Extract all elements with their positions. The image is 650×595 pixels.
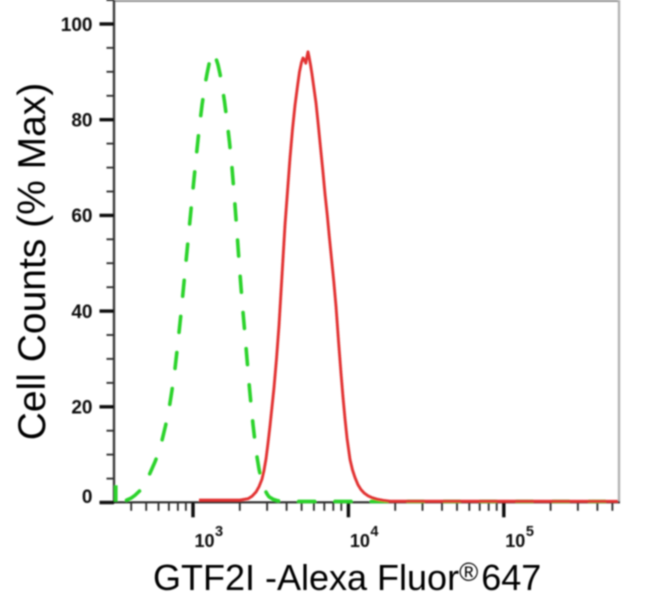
svg-text:GTF2I -Alexa Fluor®647: GTF2I -Alexa Fluor®647 bbox=[153, 557, 541, 595]
svg-text:0: 0 bbox=[82, 487, 93, 508]
svg-text:40: 40 bbox=[71, 302, 92, 323]
svg-text:80: 80 bbox=[71, 111, 92, 132]
svg-text:60: 60 bbox=[71, 206, 92, 227]
svg-text:100: 100 bbox=[61, 15, 93, 36]
svg-text:20: 20 bbox=[71, 398, 92, 419]
svg-text:Cell Counts (% Max): Cell Counts (% Max) bbox=[11, 83, 54, 441]
